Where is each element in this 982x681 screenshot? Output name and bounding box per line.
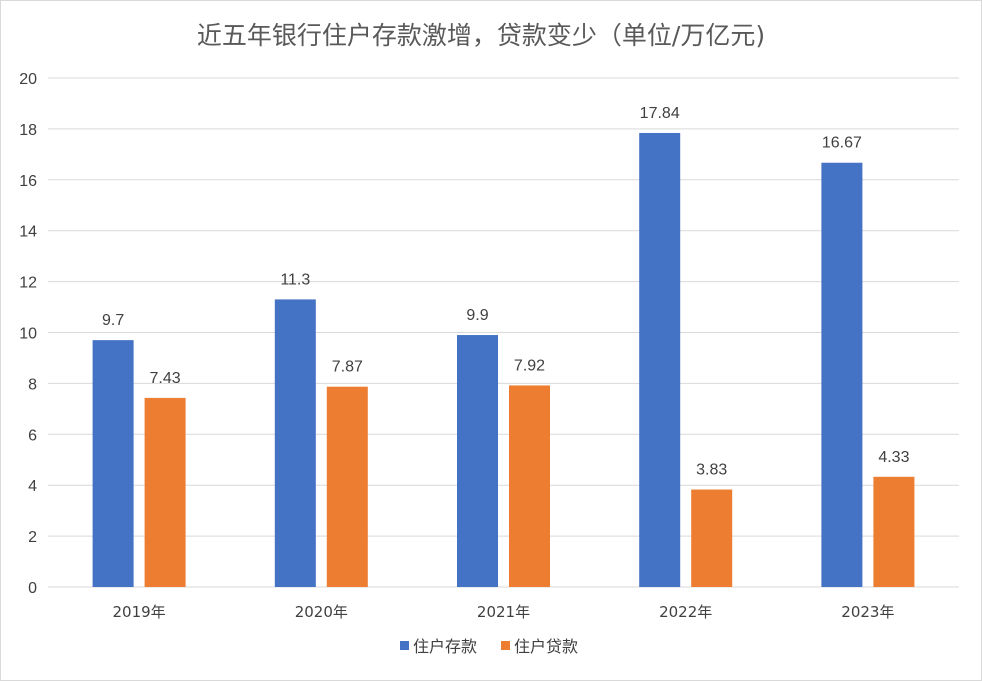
legend-swatch-deposit — [400, 641, 409, 650]
bar-loan-0 — [144, 397, 186, 587]
bar-loan-4 — [873, 476, 915, 587]
data-label: 7.43 — [150, 370, 181, 387]
legend-label: 住户贷款 — [514, 637, 578, 656]
legend-swatch-loan — [501, 641, 510, 650]
bar-deposit-2 — [457, 335, 498, 587]
x-tick-label: 2021年 — [477, 603, 530, 621]
bars — [92, 132, 915, 588]
y-tick-label: 4 — [28, 478, 37, 495]
y-tick-label: 2 — [28, 529, 37, 546]
data-label: 7.87 — [332, 359, 363, 376]
data-label: 7.92 — [514, 357, 545, 374]
y-tick-label: 8 — [28, 376, 37, 393]
data-label: 9.7 — [102, 312, 124, 329]
y-tick-label: 20 — [19, 71, 37, 88]
data-label: 9.9 — [466, 307, 488, 324]
bar-deposit-4 — [821, 162, 863, 587]
bar-loan-3 — [691, 489, 733, 587]
data-labels: 9.7 7.43 11.3 7.87 9.9 7.92 17.84 3.83 16.67 4.33 — [102, 105, 910, 479]
y-tick-label: 10 — [19, 326, 37, 343]
legend: 住户存款 住户贷款 — [400, 637, 578, 656]
chart-title: 近五年银行住户存款激增，贷款变少（单位/万亿元) — [197, 21, 765, 50]
bar-deposit-0 — [92, 340, 134, 587]
y-axis-ticks: 0 2 4 6 8 10 12 14 16 18 20 — [19, 71, 37, 597]
bar-loan-2 — [509, 385, 550, 587]
bar-loan-1 — [326, 386, 368, 587]
x-tick-label: 2022年 — [659, 603, 712, 621]
x-axis-ticks: 2019年 2020年 2021年 2022年 2023年 — [113, 603, 895, 621]
gridlines — [48, 77, 959, 588]
bar-deposit-1 — [274, 299, 316, 587]
data-label: 11.3 — [280, 271, 310, 288]
data-label: 3.83 — [696, 462, 727, 479]
y-tick-label: 18 — [19, 122, 37, 139]
y-tick-label: 0 — [28, 580, 37, 597]
data-label: 17.84 — [640, 105, 680, 122]
x-tick-label: 2019年 — [113, 603, 166, 621]
legend-label: 住户存款 — [413, 637, 477, 656]
y-tick-label: 16 — [19, 173, 37, 190]
y-tick-label: 6 — [28, 427, 37, 444]
y-tick-label: 12 — [19, 275, 37, 292]
data-label: 4.33 — [878, 449, 909, 466]
x-tick-label: 2020年 — [295, 603, 348, 621]
bar-deposit-3 — [639, 132, 681, 588]
y-tick-label: 14 — [19, 224, 37, 241]
data-label: 16.67 — [822, 135, 862, 152]
x-tick-label: 2023年 — [841, 603, 894, 621]
